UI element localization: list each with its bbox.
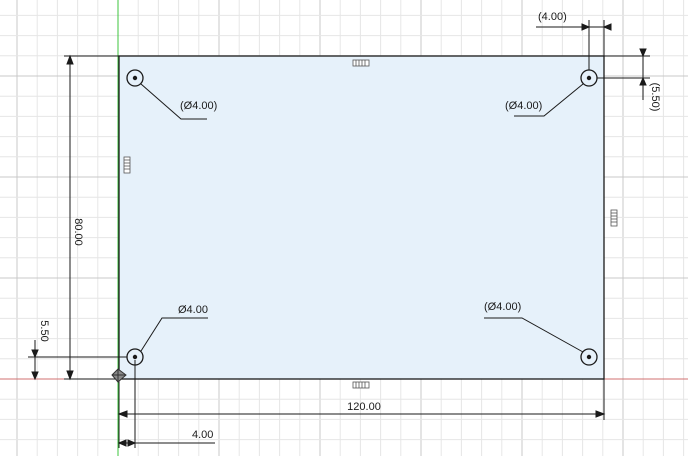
hole-top-left[interactable] bbox=[126, 69, 144, 87]
ref-offset-x-dimension[interactable] bbox=[536, 20, 612, 70]
horizontal-constraint-icon[interactable] bbox=[352, 59, 370, 67]
width-dimension-label[interactable]: 120.00 bbox=[347, 401, 381, 413]
hole-label-bottom-left[interactable]: Ø4.00 bbox=[178, 304, 208, 316]
hole-bottom-right[interactable] bbox=[580, 348, 598, 366]
hole-label-top-right[interactable]: (Ø4.00) bbox=[505, 100, 542, 112]
offset-y-dimension[interactable] bbox=[28, 340, 127, 381]
plate-rectangle[interactable] bbox=[118, 55, 605, 380]
ref-offset-y-dimension[interactable] bbox=[597, 48, 650, 100]
height-dimension[interactable] bbox=[64, 54, 119, 381]
offset-x-dimension-label[interactable]: 4.00 bbox=[192, 429, 213, 441]
offset-y-dimension-label[interactable]: 5.50 bbox=[38, 320, 50, 341]
vertical-constraint-icon[interactable] bbox=[610, 209, 618, 227]
hole-label-bottom-right[interactable]: (Ø4.00) bbox=[484, 301, 521, 313]
horizontal-constraint-icon[interactable] bbox=[352, 381, 370, 389]
hole-label-top-left[interactable]: (Ø4.00) bbox=[180, 100, 217, 112]
ref-offset-y-dimension-label[interactable]: (5.50) bbox=[649, 83, 661, 112]
offset-x-dimension[interactable] bbox=[117, 360, 215, 448]
ref-offset-x-dimension-label[interactable]: (4.00) bbox=[538, 11, 567, 23]
origin-icon[interactable] bbox=[111, 368, 127, 383]
width-dimension[interactable] bbox=[117, 379, 606, 448]
vertical-constraint-icon[interactable] bbox=[123, 156, 131, 174]
height-dimension-label[interactable]: 80.00 bbox=[72, 218, 84, 246]
hole-leaders bbox=[140, 83, 584, 353]
